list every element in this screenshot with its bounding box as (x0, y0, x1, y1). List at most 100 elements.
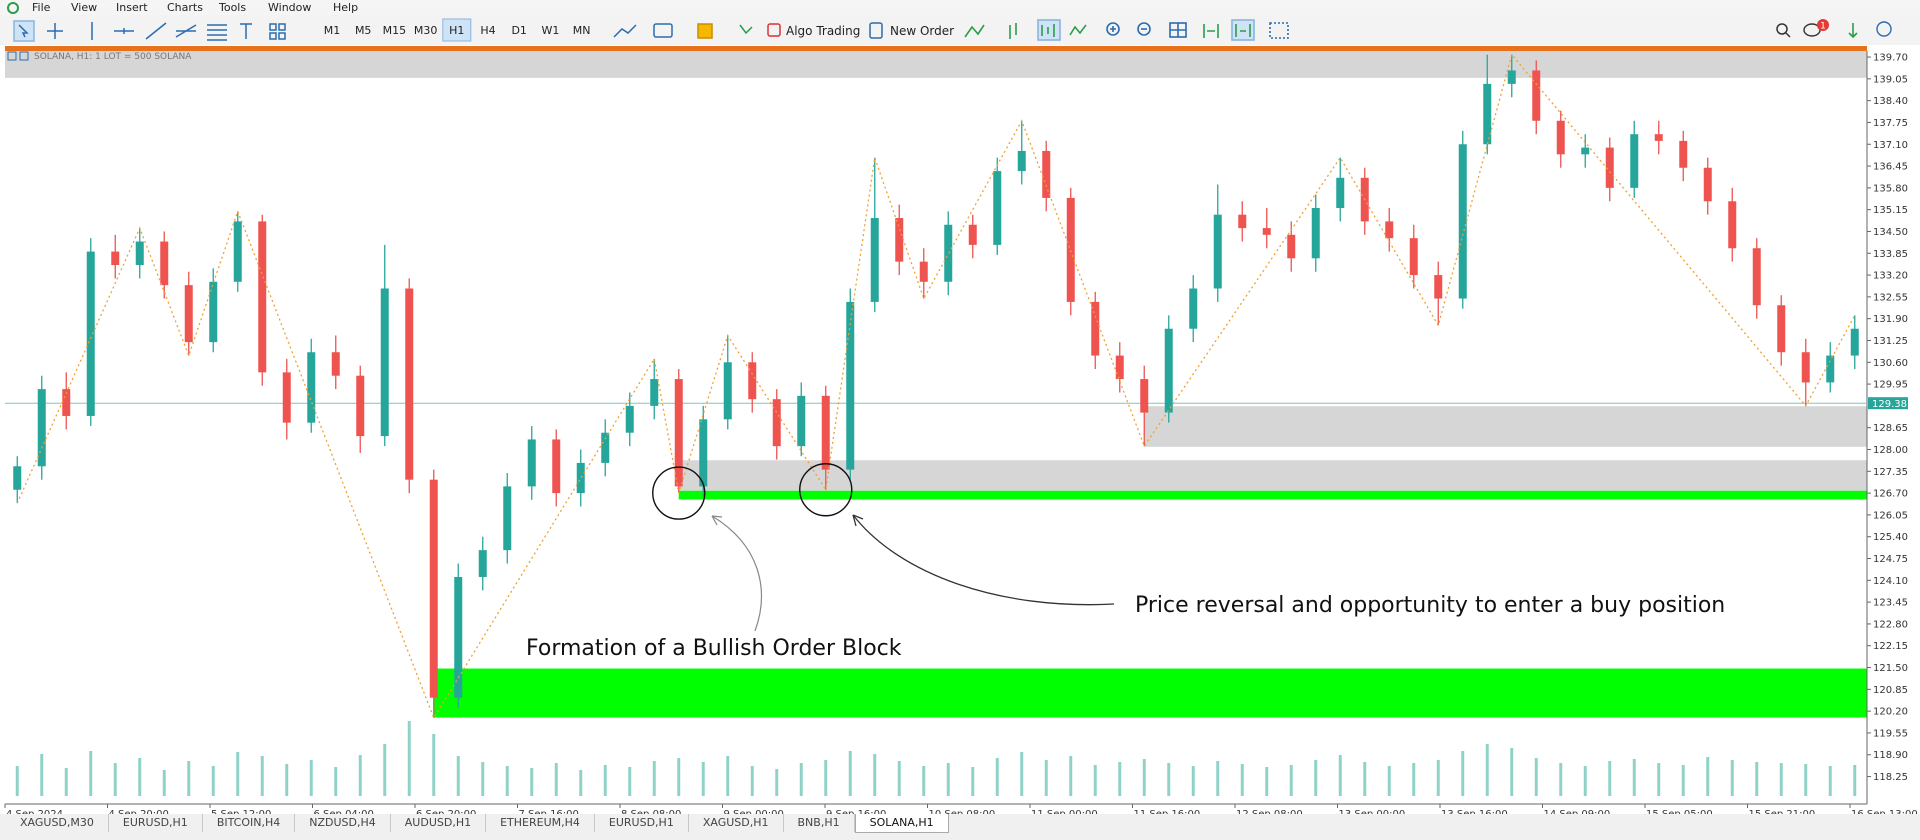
candle-body (1556, 120, 1565, 155)
algo-trading[interactable]: Algo Trading (786, 24, 860, 38)
candle-body (429, 479, 438, 698)
candle-body (307, 352, 316, 423)
account-icon[interactable] (1876, 21, 1892, 37)
volume-bar (407, 721, 411, 796)
volume-bar (432, 734, 436, 796)
chart-tab[interactable]: BITCOIN,H4 (203, 814, 296, 832)
y-tick-label: 131.90 (1873, 314, 1908, 325)
volume-bar (1216, 761, 1220, 796)
volume-bar (628, 767, 632, 796)
candle-body (1189, 288, 1198, 329)
chart-tab[interactable]: NZDUSD,H4 (295, 814, 391, 832)
menu-item[interactable]: Window (268, 1, 312, 14)
price-zone (5, 51, 1867, 78)
candle-body (331, 352, 340, 376)
volume-bar (1093, 765, 1097, 796)
volume-bar (456, 756, 460, 796)
candle-body (282, 372, 291, 423)
view-tools[interactable] (964, 19, 1289, 41)
volume-bar (677, 758, 681, 796)
timeframe[interactable]: W1 (541, 24, 559, 37)
candle-body (723, 362, 732, 420)
timeframe[interactable]: MN (573, 24, 591, 37)
candle-body (1679, 140, 1688, 168)
chart-tab[interactable]: XAGUSD,H1 (689, 814, 784, 832)
x-tick-label: 4 Sep 2024 (6, 809, 63, 814)
y-tick-label: 126.70 (1873, 489, 1908, 500)
x-tick-label: 15 Sep 21:00 (1749, 809, 1816, 814)
y-tick-label: 128.65 (1873, 423, 1908, 434)
volume-bar (1706, 757, 1710, 796)
chart-tab[interactable]: ETHEREUM,H4 (486, 814, 595, 832)
candle-body (895, 218, 904, 262)
signal-icon[interactable] (1848, 23, 1858, 39)
y-tick-label: 118.90 (1873, 750, 1908, 761)
timeframe[interactable]: H1 (449, 24, 464, 37)
chart-tab[interactable]: XAGUSD,M30 (6, 814, 109, 832)
x-tick-label: 6 Sep 20:00 (416, 809, 476, 814)
timeframe[interactable]: M1 (324, 24, 341, 37)
drawing-tools[interactable] (13, 20, 286, 42)
search-icon[interactable] (1776, 23, 1788, 35)
menu-item[interactable]: Insert (116, 1, 148, 14)
volume-bar (1632, 759, 1636, 796)
y-tick-label: 124.75 (1873, 554, 1908, 565)
menu-item[interactable]: File (32, 1, 51, 14)
volume-bar (1534, 758, 1538, 796)
new-order-icon[interactable] (869, 22, 883, 39)
y-tick-label: 122.80 (1873, 619, 1908, 630)
timeframe[interactable]: M5 (355, 24, 372, 37)
candle-body (454, 576, 463, 698)
algo-icon[interactable] (767, 23, 781, 37)
menu-bar: File View Insert Charts Tools Window Hel… (0, 0, 1920, 15)
x-tick-label: 14 Sep 09:00 (1544, 809, 1611, 814)
menu-item[interactable]: Tools (219, 1, 247, 14)
timeframe[interactable]: H4 (480, 24, 495, 37)
y-tick-label: 133.20 (1873, 271, 1908, 282)
zigzag (16, 53, 1856, 720)
volume-bar (1853, 765, 1857, 796)
chart-tab[interactable]: EURUSD,H1 (595, 814, 689, 832)
volume-bar (1118, 762, 1122, 796)
candle-body (821, 395, 830, 470)
x-tick-label: 15 Sep 05:00 (1646, 809, 1713, 814)
candle-body (1850, 328, 1859, 356)
chart-tab[interactable]: AUDUSD,H1 (391, 814, 487, 832)
y-tick-label: 126.05 (1873, 510, 1908, 521)
current-price-label: 129.38 (1872, 399, 1907, 410)
volume-bar (1804, 764, 1808, 796)
new-order[interactable]: New Order (890, 24, 954, 38)
candle-body (1140, 379, 1149, 413)
chart-icon (7, 51, 17, 61)
timeframe[interactable]: M30 (414, 24, 438, 37)
y-tick-label: 136.45 (1873, 162, 1908, 173)
candle-body (233, 221, 242, 282)
volume-bar (1044, 760, 1048, 796)
timeframe[interactable]: D1 (511, 24, 526, 37)
volume-bar (15, 766, 19, 796)
candle-body (111, 251, 120, 266)
menu-item[interactable]: Charts (167, 1, 203, 14)
candle-body (1728, 201, 1737, 249)
toolbar-bg (0, 15, 1920, 45)
volume-bar (89, 751, 93, 796)
volume-bar (1730, 760, 1734, 796)
volume-bar (530, 768, 534, 796)
chart-tab[interactable]: EURUSD,H1 (109, 814, 203, 832)
price-zone (678, 460, 1867, 491)
chart-tab[interactable]: SOLANA,H1 (854, 814, 949, 833)
candle-body (1287, 234, 1296, 259)
menu-item[interactable]: View (71, 1, 98, 14)
candle-body (1434, 275, 1443, 299)
candle-body (13, 466, 22, 490)
y-tick-label: 122.15 (1873, 641, 1908, 652)
volume-bar (579, 770, 583, 796)
menu-item[interactable]: Help (333, 1, 359, 14)
timeframes: M1 M5 M15 M30 H1 H4 D1 W1 MN (324, 18, 591, 42)
timeframe[interactable]: M15 (383, 24, 407, 37)
x-tick-label: 13 Sep 00:00 (1339, 809, 1406, 814)
candle-body (1826, 355, 1835, 383)
chart-tools[interactable] (613, 23, 753, 39)
chart-tab[interactable]: BNB,H1 (784, 814, 855, 832)
